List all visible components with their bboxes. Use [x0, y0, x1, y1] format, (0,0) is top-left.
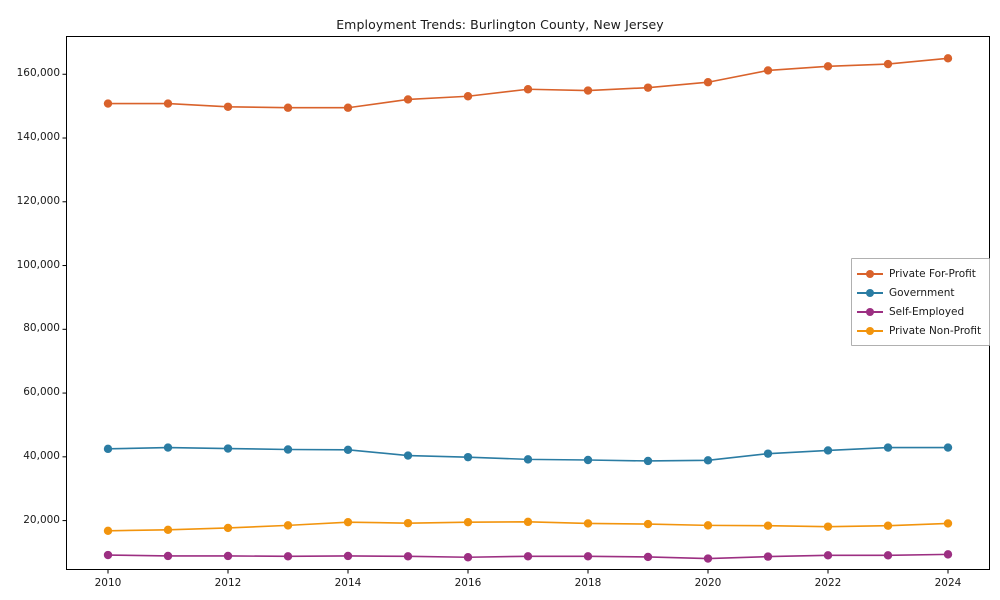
legend-label: Private Non-Profit: [889, 324, 982, 337]
legend-swatch-icon: [857, 325, 883, 337]
y-axis-tick-label: 140,000: [16, 131, 60, 144]
x-axis-tick-label: 2010: [94, 577, 122, 589]
y-axis-tick-label: 160,000: [16, 67, 60, 80]
x-axis-tick-label: 2020: [694, 577, 722, 589]
y-axis-tick-label: 40,000: [23, 449, 60, 462]
legend-swatch-icon: [857, 268, 883, 280]
x-axis-tick-label: 2014: [334, 577, 362, 589]
x-axis-tick-label: 2016: [454, 577, 482, 589]
x-axis-tick-label: 2012: [214, 577, 242, 589]
y-axis-tick-label: 60,000: [23, 386, 60, 399]
legend-item-private-for-profit[interactable]: Private For-Profit: [857, 264, 983, 283]
y-axis-tick-label: 80,000: [23, 322, 60, 335]
legend-item-private-non-profit[interactable]: Private Non-Profit: [857, 321, 983, 340]
legend-label: Self-Employed: [889, 305, 965, 318]
chart-title: Employment Trends: Burlington County, Ne…: [336, 17, 664, 32]
x-axis-tick-label: 2024: [934, 577, 962, 589]
legend-swatch-icon: [857, 306, 883, 318]
legend-item-government[interactable]: Government: [857, 283, 983, 302]
legend-label: Government: [889, 286, 955, 299]
legend-label: Private For-Profit: [889, 267, 976, 280]
legend-swatch-icon: [857, 287, 883, 299]
x-axis-tick-label: 2018: [574, 577, 602, 589]
legend-item-self-employed[interactable]: Self-Employed: [857, 302, 983, 321]
chart-legend: Private For-Profit Government Self-Employe…: [851, 258, 990, 346]
y-axis-tick-label: 100,000: [16, 258, 60, 271]
y-axis-tick-label: 120,000: [16, 194, 60, 207]
y-axis-tick-label: 20,000: [23, 513, 60, 526]
x-axis-tick-label: 2022: [814, 577, 842, 589]
